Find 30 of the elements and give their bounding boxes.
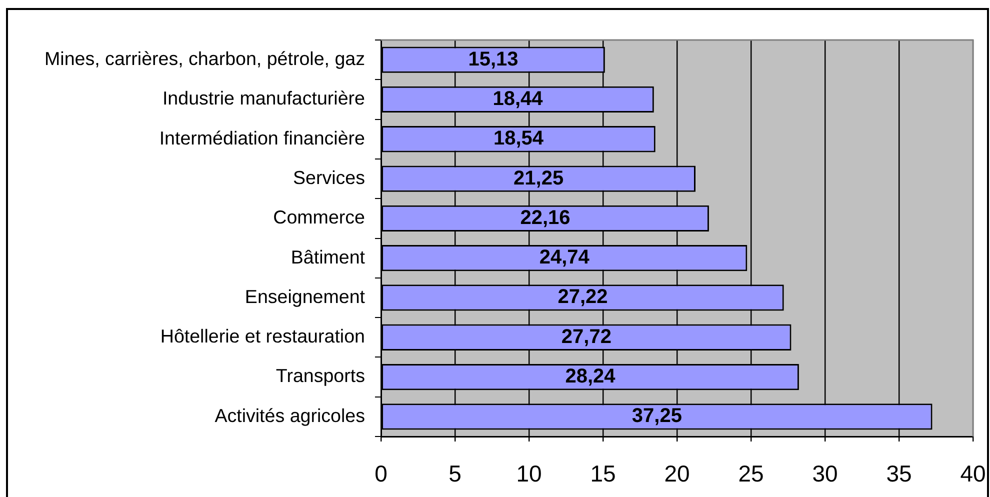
- data-label: 28,24: [565, 366, 616, 388]
- y-tick-label: Intermédiation financière: [159, 127, 365, 148]
- data-label: 27,72: [561, 326, 612, 348]
- x-tick-label: 0: [374, 460, 388, 487]
- data-label: 18,54: [493, 128, 544, 150]
- x-tick-label: 15: [590, 460, 616, 487]
- data-label: 24,74: [539, 246, 590, 269]
- y-tick-label: Services: [292, 166, 365, 188]
- x-tick-label: 20: [664, 460, 690, 487]
- x-tick-label: 30: [812, 460, 838, 487]
- chart-frame: 0 5 10 15 20 25 30 35 40 Mines, carrières, charbon, pétrole, gaz Industrie manufacturière Intermédiation financière Services Commerce Bâtiment Enseignement Hôtellerie et restauration Transports Activités agricoles 15,13 18,44 18,54 21,25 22,16 24,74 27,22 27,72 28,24 37,25: [6, 8, 989, 497]
- data-label: 21,25: [514, 167, 564, 190]
- y-tick-label: Commerce: [273, 206, 365, 228]
- y-tick-label: Hôtellerie et restauration: [160, 326, 365, 347]
- data-label: 15,13: [468, 48, 518, 70]
- y-tick-label: Bâtiment: [290, 246, 366, 268]
- data-label: 18,44: [492, 88, 544, 110]
- y-tick-label: Enseignement: [244, 286, 366, 307]
- y-tick-label: Transports: [276, 365, 365, 386]
- x-tick-label: 35: [886, 460, 912, 487]
- x-tick-label: 10: [516, 460, 542, 487]
- data-label: 37,25: [632, 405, 682, 428]
- data-label: 22,16: [520, 206, 570, 229]
- y-tick-label: Activités agricoles: [214, 404, 365, 426]
- data-label: 27,22: [558, 286, 608, 308]
- x-tick-label: 5: [448, 460, 462, 487]
- y-tick-label: Industrie manufacturière: [162, 88, 365, 109]
- x-tick-label: 25: [738, 460, 764, 487]
- x-tick-label: 40: [960, 460, 986, 487]
- y-tick-label: Mines, carrières, charbon, pétrole, gaz: [44, 48, 365, 70]
